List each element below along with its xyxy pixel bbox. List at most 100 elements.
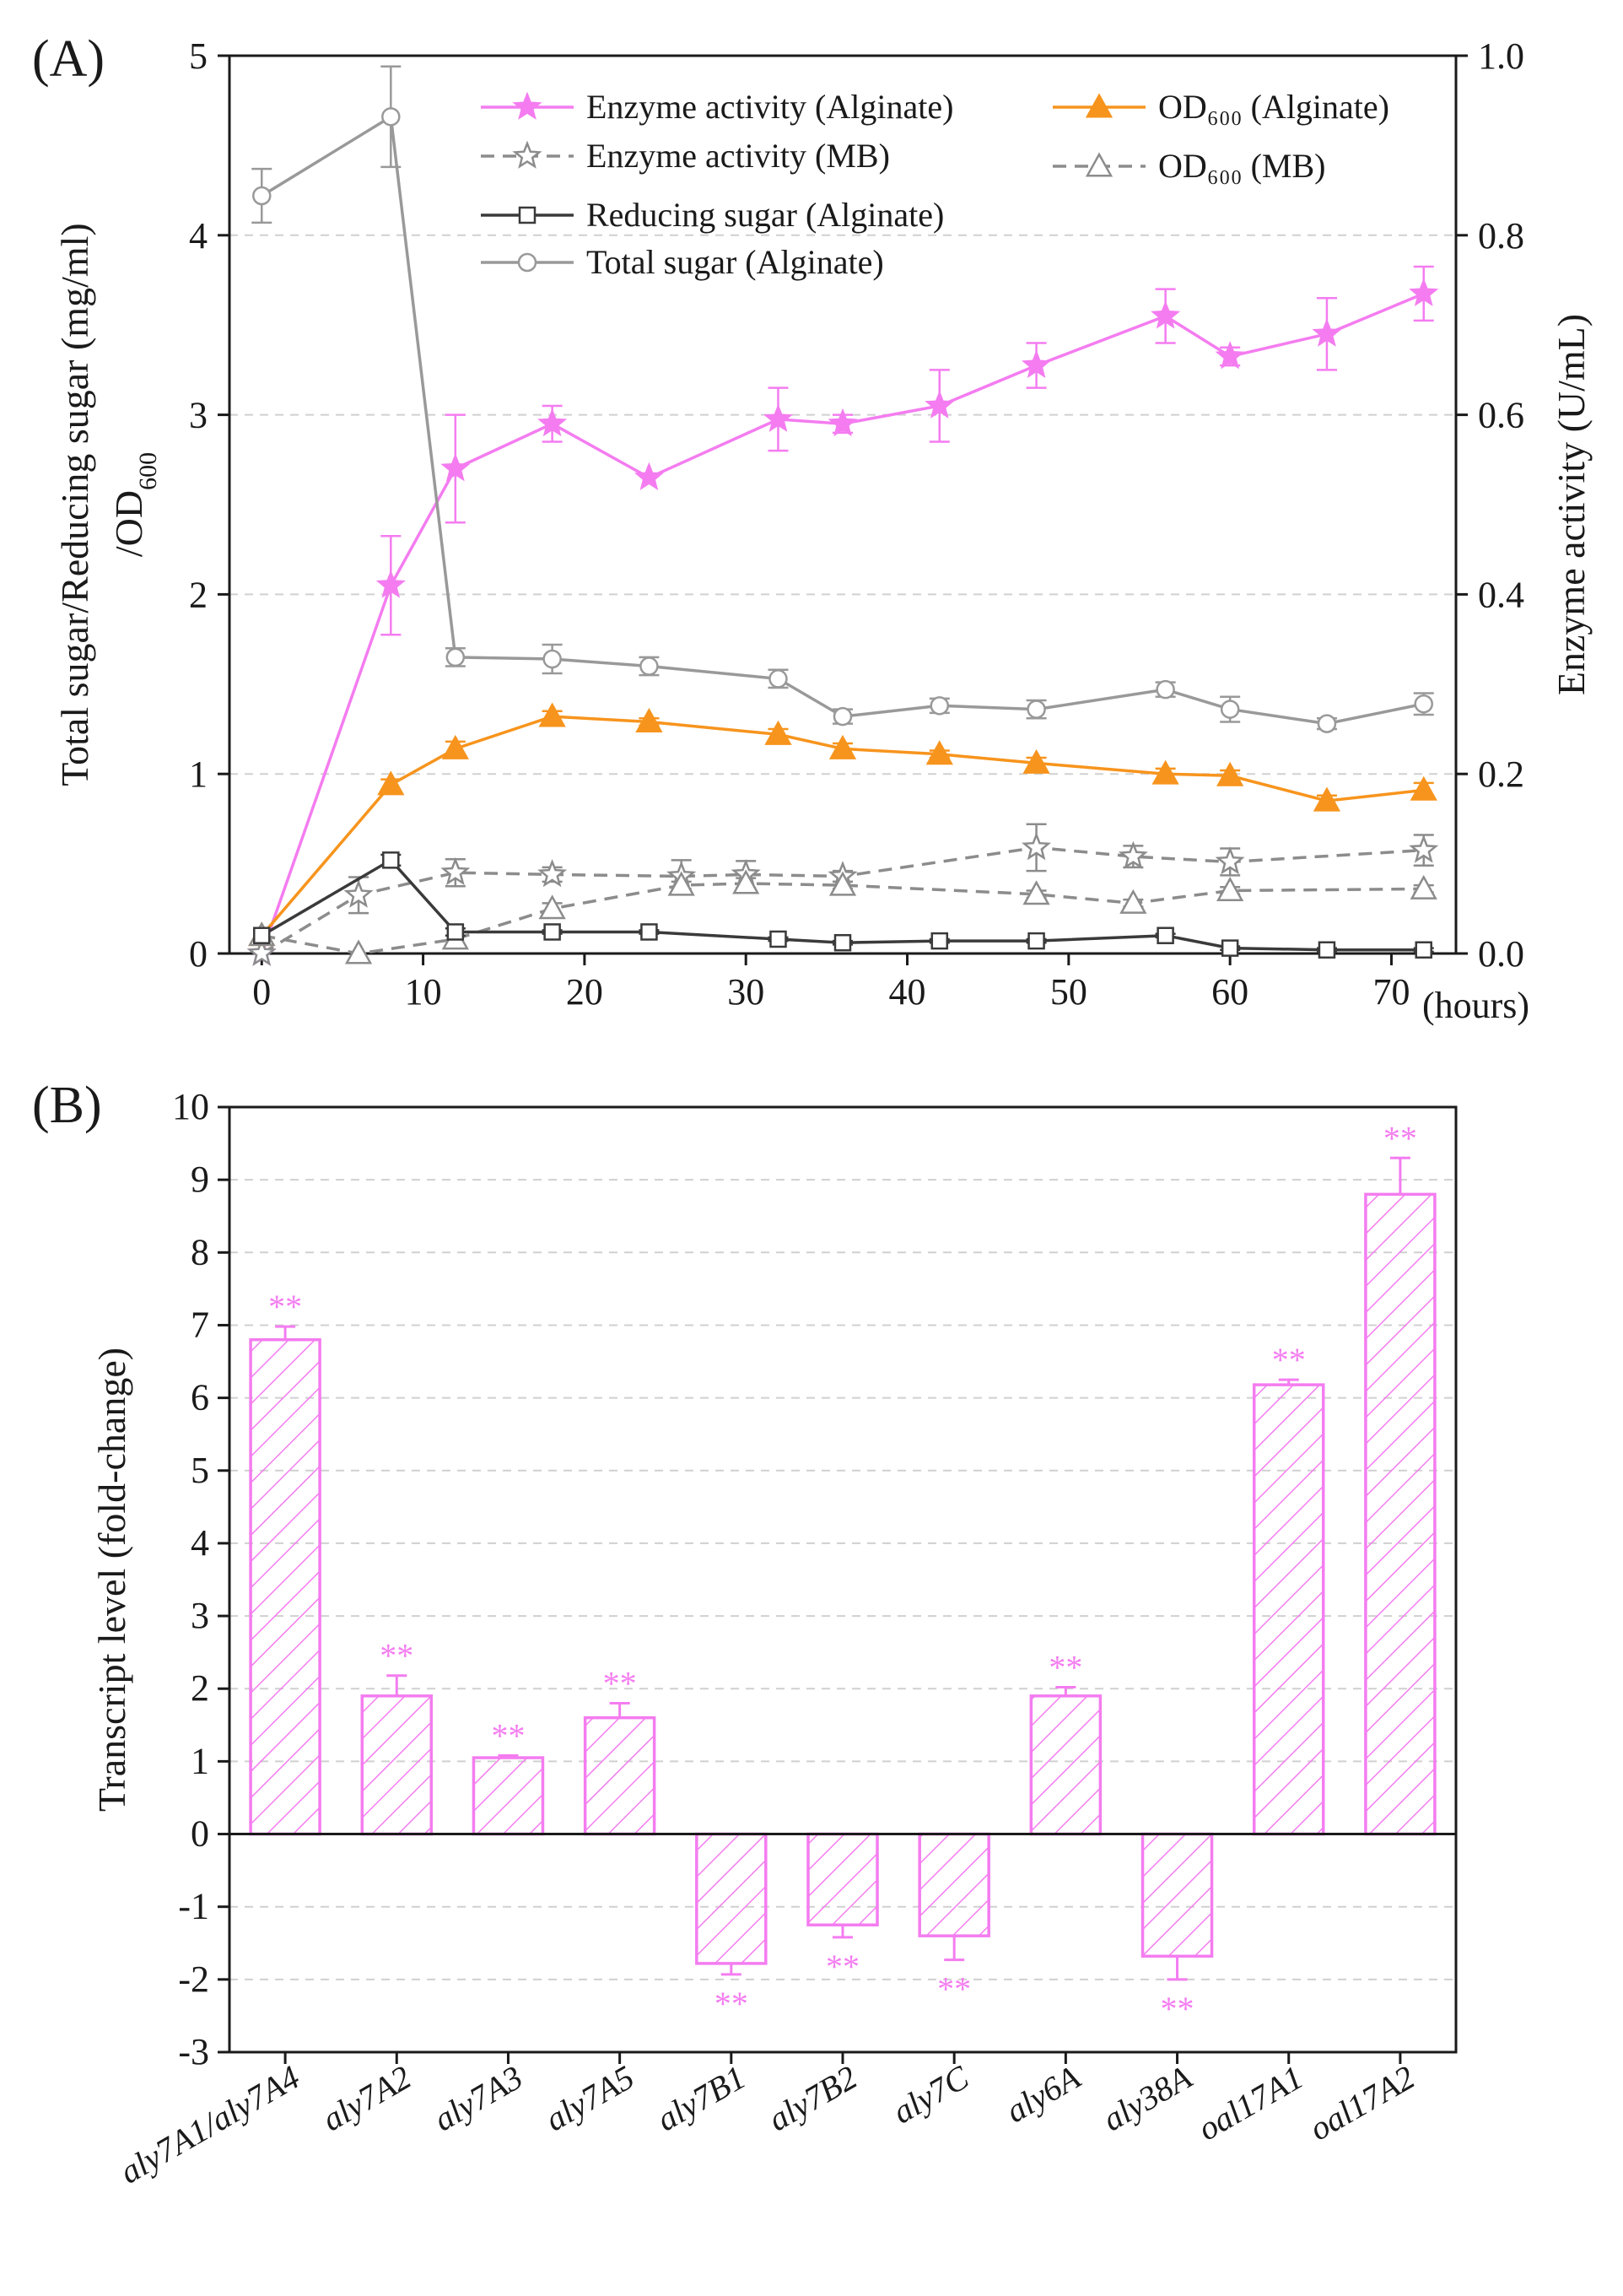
data-point [1022,349,1052,378]
data-point [1409,278,1439,306]
panel-a-legend: Enzyme activity (Alginate) Enzyme activit… [481,88,1389,281]
data-point [542,649,562,669]
bar [472,1756,545,1836]
data-point [1156,679,1175,700]
y-axis-right-tick-label: 0.8 [1478,215,1524,257]
y-axis-right-tick-label: 1.0 [1478,35,1524,77]
significance-label: ** [1272,1341,1306,1379]
significance-label: ** [491,1716,525,1754]
bar [1252,1383,1325,1836]
significance-label: ** [268,1288,302,1326]
bar-group: ** [1252,1341,1325,1836]
y-axis-right-tick-label: 0.0 [1478,933,1524,975]
significance-label: ** [1161,1990,1194,2028]
data-point [1313,786,1341,812]
significance-label: ** [937,1970,971,2008]
bar-group: ** [1364,1119,1437,1836]
x-axis-tick-label: 70 [1372,971,1410,1013]
legend-marker [512,91,542,120]
data-point [344,939,373,964]
data-point [763,403,793,432]
y-axis-left-title-line1: Total sugar/Reducing sugar (mg/ml) [53,223,96,786]
legend-marker [517,252,537,273]
legend-entry: Enzyme activity (MB) [481,137,890,175]
y-axis-right-tick-label: 0.2 [1478,754,1524,795]
panel-b-y-tick-label: 5 [191,1450,209,1491]
data-point [1415,941,1432,959]
x-axis-tick-label: 20 [566,971,603,1013]
bar-group: ** [360,1637,434,1836]
category-label: aly7C [886,2057,975,2131]
data-point [445,647,466,667]
data-point [828,734,857,759]
panel-b-y-tick-label: 1 [191,1740,209,1781]
legend-label: Total sugar (Alginate) [586,243,884,281]
data-point [1027,932,1045,950]
panel-a-ticks: 0 1 2 3 4 5 0.0 0.2 0.4 0.6 0.8 1.0 0 10 20 30 40 50 60 70 [189,35,1524,1013]
legend-entry: Reducing sugar (Alginate) [481,196,944,234]
bar [249,1337,321,1836]
data-point [833,933,852,952]
y-axis-left-title-line2: /OD600 [107,452,162,557]
y-axis-right-tick-label: 0.6 [1478,395,1524,436]
category-label: aly7A5 [539,2058,641,2139]
bar-group: ** [806,1832,879,1985]
data-point [538,702,566,727]
data-point [381,107,401,127]
bar [1029,1694,1103,1836]
panel-b-y-tick-label: 7 [191,1304,209,1345]
panel-a-label: (A) [32,30,105,88]
panel-a-line-chart: (A) 0 1 2 3 4 5 0.0 0.2 0.4 0.6 0.8 1.0 0 10 20 30 40 50 6… [32,30,1593,1026]
legend-entry: Enzyme activity (Alginate) [481,88,953,126]
data-point [828,871,857,896]
data-point [1157,927,1174,944]
panel-b-y-tick-label: 9 [191,1159,209,1200]
data-point [1027,700,1046,719]
series-enzyme-activity-alginate [246,265,1439,966]
y-axis-left-tick-label: 0 [189,933,208,975]
data-point [537,408,568,437]
series-total-sugar-alginate [251,65,1434,733]
x-axis-tick-label: 0 [252,971,271,1013]
bar-group: ** [918,1832,990,2008]
data-point [377,770,405,796]
bar [695,1832,768,1965]
panel-b-label: (B) [32,1077,102,1134]
data-point [382,851,400,869]
panel-b-y-tick-label: -1 [178,1886,209,1927]
data-point [1414,694,1433,714]
x-axis-tick-label: 40 [889,971,926,1013]
panel-b-y-tick-label: 2 [191,1667,209,1709]
panel-b-y-tick-label: -3 [178,2031,209,2072]
data-point [1215,846,1245,875]
legend-label: Enzyme activity (Alginate) [586,88,953,126]
category-label: aly6A [1000,2058,1087,2131]
y-axis-left-tick-label: 1 [189,754,208,795]
legend-label: Reducing sugar (Alginate) [586,196,944,234]
y-axis-left-tick-label: 3 [189,395,208,436]
data-point [769,930,787,948]
y-axis-left-title-od: /OD [107,490,150,557]
data-point [441,734,469,759]
data-point [1215,340,1245,370]
data-point [639,656,659,676]
panel-b-y-tick-label: 10 [172,1086,209,1127]
series-od-alginate [248,702,1437,947]
legend-marker [1085,152,1113,177]
data-point [440,856,471,886]
data-point [1022,831,1052,861]
data-point [246,937,277,966]
panel-b-y-tick-label: 8 [191,1231,209,1272]
data-point [1216,876,1244,901]
bar [806,1832,879,1926]
category-label: oal17A2 [1303,2058,1421,2148]
significance-label: ** [380,1637,413,1675]
series-reducing-sugar-alginate [253,851,1434,959]
data-point [1410,874,1437,899]
bar-group: ** [1029,1649,1103,1836]
category-label: aly7B2 [762,2058,864,2139]
category-label: oal17A1 [1191,2058,1309,2148]
bar [360,1694,434,1836]
data-point [925,740,953,765]
bar [1364,1192,1437,1836]
